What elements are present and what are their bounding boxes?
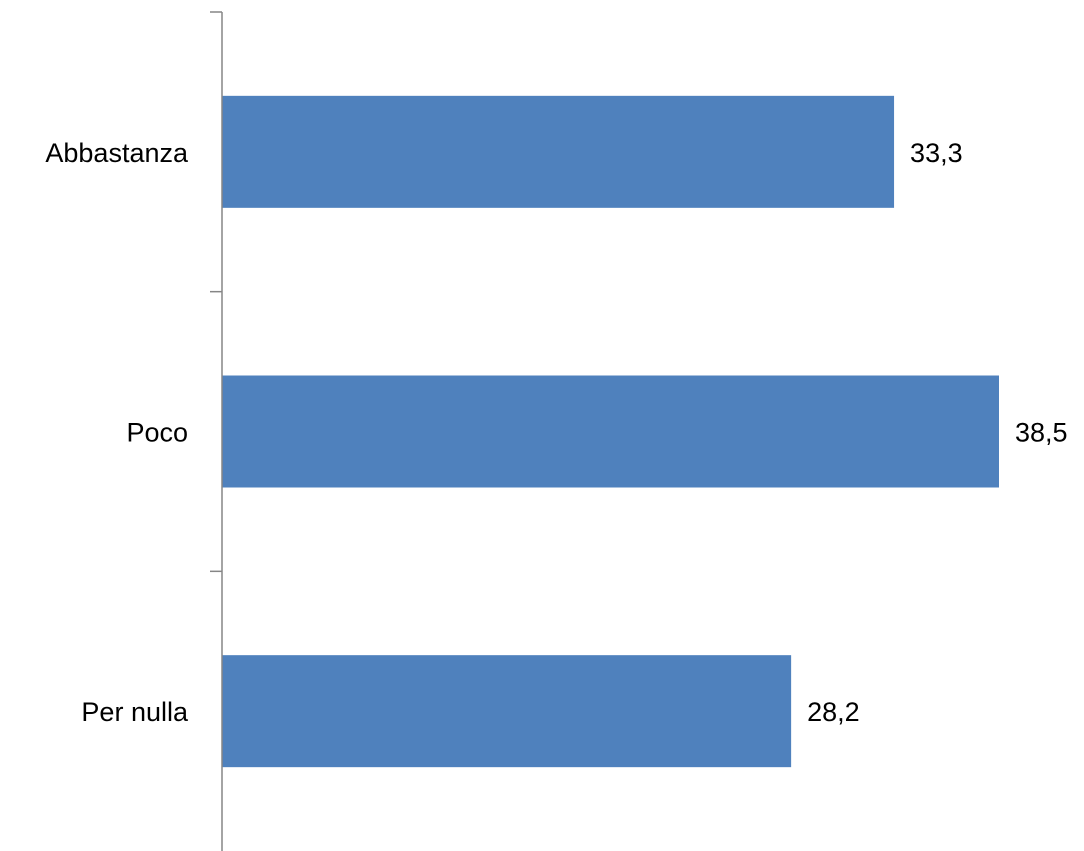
- bar-per-nulla: [222, 655, 792, 768]
- category-label: Abbastanza: [45, 138, 189, 168]
- category-axis: [210, 11, 223, 851]
- data-label: 33,3: [910, 138, 963, 168]
- data-label: 38,5: [1015, 418, 1068, 448]
- data-labels: 33,3 38,5 28,2: [807, 138, 1067, 727]
- bar-poco: [222, 375, 999, 488]
- bars-group: [222, 95, 999, 768]
- category-labels: Abbastanza Poco Per nulla: [45, 138, 189, 727]
- category-label: Per nulla: [81, 697, 189, 727]
- data-label: 28,2: [807, 697, 860, 727]
- bar-abbastanza: [222, 95, 895, 208]
- category-label: Poco: [126, 418, 188, 448]
